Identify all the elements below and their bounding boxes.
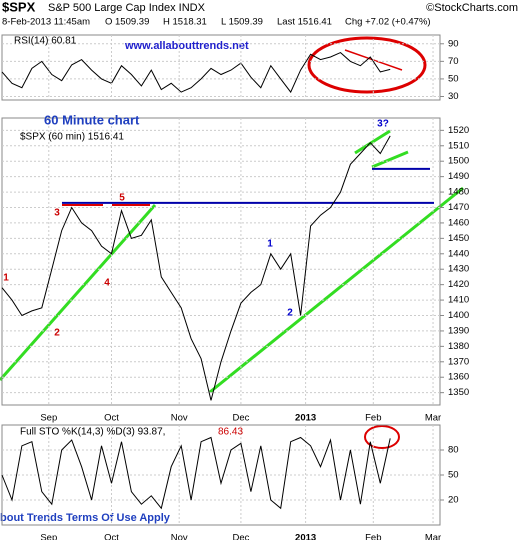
wave-label: 1 — [267, 239, 273, 250]
y-tick-label: 1480 — [448, 187, 469, 198]
x-tick-label: Mar — [425, 413, 441, 424]
trend-line — [354, 129, 391, 155]
annotation-shapes — [0, 36, 464, 449]
x-tick-label: 2013 — [295, 413, 316, 424]
x-tick-label: Dec — [232, 533, 249, 540]
y-tick-label: 30 — [448, 91, 459, 102]
trend-line — [209, 186, 464, 394]
x-tick-label: Oct — [104, 413, 119, 424]
x-tick-label: Sep — [40, 413, 57, 424]
panel-label: 86.43 — [218, 427, 243, 438]
change: Chg +7.02 (+0.47%) — [345, 17, 431, 28]
y-tick-label: 1390 — [448, 325, 469, 336]
panel-label: RSI(14) 60.81 — [14, 36, 77, 47]
high: H 1518.31 — [163, 17, 207, 28]
trend-line — [371, 150, 409, 169]
x-tick-label: Feb — [365, 413, 381, 424]
y-tick-label: 20 — [448, 495, 459, 506]
y-tick-label: 1410 — [448, 295, 469, 306]
y-tick-label: 1450 — [448, 233, 469, 244]
y-tick-label: 1440 — [448, 248, 469, 259]
y-tick-label: 1360 — [448, 372, 469, 383]
x-tick-label: Mar — [425, 533, 441, 540]
x-tick-label: Sep — [40, 533, 57, 540]
source: ©StockCharts.com — [426, 2, 518, 14]
y-tick-label: 70 — [448, 56, 459, 67]
y-tick-label: 1350 — [448, 387, 469, 398]
y-tick-label: 80 — [448, 445, 459, 456]
y-tick-label: 1370 — [448, 356, 469, 367]
x-tick-label: Dec — [232, 413, 249, 424]
y-tick-label: 1420 — [448, 279, 469, 290]
y-tick-label: 1500 — [448, 156, 469, 167]
last: Last 1516.41 — [277, 17, 332, 28]
trend-line — [0, 204, 157, 381]
y-tick-label: 50 — [448, 73, 459, 84]
date: 8-Feb-2013 11:45am — [2, 17, 90, 28]
panel-label: Full STO %K(14,3) %D(3) 93.87, — [20, 427, 165, 438]
annotation: www.allabouttrends.net — [124, 40, 249, 52]
x-tick-label: Feb — [365, 533, 381, 540]
y-tick-label: 1490 — [448, 171, 469, 182]
price-line — [1, 436, 391, 510]
rsi-circle — [307, 36, 427, 94]
y-tick-label: 1460 — [448, 217, 469, 228]
wave-label: 5 — [119, 193, 125, 204]
y-tick-label: 1510 — [448, 140, 469, 151]
index-name: S&P 500 Large Cap Index INDX — [48, 2, 206, 14]
panel-frame — [1, 117, 441, 406]
wave-label: 3 — [54, 208, 60, 219]
y-tick-label: 1470 — [448, 202, 469, 213]
y-tick-label: 1520 — [448, 125, 469, 136]
low: L 1509.39 — [221, 17, 263, 28]
wave-label: 3? — [377, 119, 389, 130]
chart-title: 60 Minute chart — [44, 112, 140, 127]
x-tick-label: Nov — [171, 413, 188, 424]
panel-label: $SPX (60 min) 1516.41 — [20, 132, 124, 143]
y-tick-label: 50 — [448, 470, 459, 481]
y-tick-label: 90 — [448, 38, 459, 49]
sto-circle — [364, 425, 400, 449]
x-tick-label: Nov — [171, 533, 188, 540]
y-tick-label: 1380 — [448, 341, 469, 352]
x-tick-label: Oct — [104, 533, 119, 540]
y-tick-label: 1430 — [448, 264, 469, 275]
price-line — [1, 135, 391, 401]
open: O 1509.39 — [105, 17, 149, 28]
panel-frame — [1, 34, 441, 101]
price-line — [1, 52, 391, 94]
x-tick-label: 2013 — [295, 533, 316, 540]
footer: bout Trends Terms Of Use Apply — [0, 512, 171, 524]
symbol: $SPX — [2, 0, 36, 14]
y-tick-label: 1400 — [448, 310, 469, 321]
wave-label: 2 — [54, 328, 60, 339]
wave-label: 4 — [104, 278, 110, 289]
wave-label: 2 — [287, 308, 293, 319]
wave-label: 1 — [3, 273, 9, 284]
